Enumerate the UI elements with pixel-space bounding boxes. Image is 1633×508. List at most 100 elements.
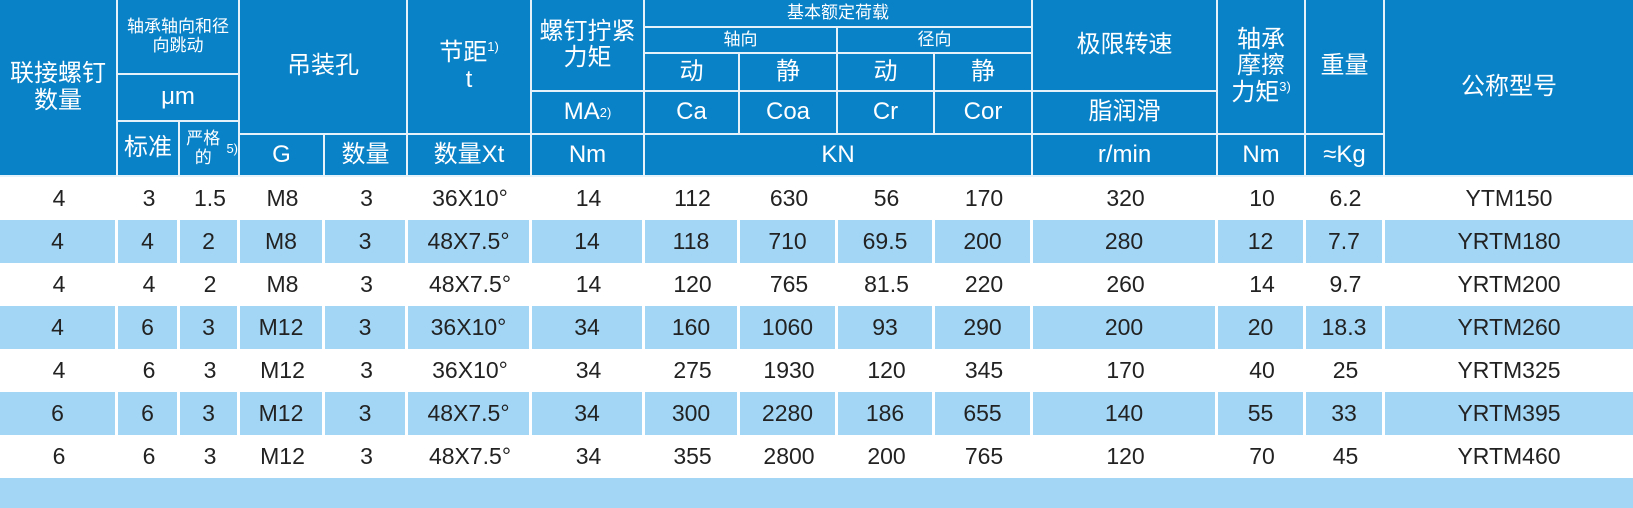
cell-ca: 120	[673, 271, 712, 297]
cell-coa: 1060	[740, 306, 838, 349]
cell-friction: 40	[1249, 357, 1275, 383]
cell-friction: 12	[1218, 220, 1306, 263]
header-qty: 数量	[325, 135, 408, 177]
header-grease: 脂润滑	[1033, 92, 1218, 135]
cell-cr: 93	[838, 306, 935, 349]
cell-model: YRTM325	[1457, 357, 1561, 383]
cell-hole-qty: 3	[360, 443, 373, 469]
friction-note: 3)	[1279, 78, 1291, 94]
cell-hole-qty: 3	[325, 220, 408, 263]
header-torque: 螺钉拧紧力矩	[532, 0, 645, 92]
cell-cor: 170	[964, 185, 1004, 211]
cell-hole-qty: 3	[325, 392, 408, 435]
cell-cor: 290	[935, 306, 1033, 349]
cell-runout-strict: 1.5	[194, 185, 226, 211]
cell-pitch: 36X10°	[432, 185, 508, 211]
header-torque-unit: Nm	[532, 135, 645, 177]
table-row: 4 4 2 M8 3 48X7.5° 14 118 710 69.5 200 280 12 7.7 YRTM…	[0, 220, 1633, 263]
cell-runout-standard: 3	[142, 185, 156, 211]
header-friction: 轴承摩擦力矩3)	[1218, 0, 1306, 135]
cell-speed: 120	[1106, 443, 1145, 469]
cell-model: YRTM200	[1457, 271, 1561, 297]
pitch-t: t	[465, 65, 473, 93]
cell-runout-strict: 3	[203, 443, 217, 469]
cell-bolt-count: 4	[0, 220, 118, 263]
cell-weight: 25	[1332, 357, 1359, 383]
header-load-unit: KN	[645, 135, 1033, 177]
cell-bolt-count: 4	[0, 306, 118, 349]
cell-bolt-count: 4	[52, 185, 66, 211]
header-weight-unit: ≈Kg	[1306, 135, 1385, 177]
cell-pitch: 48X7.5°	[428, 271, 512, 297]
cell-model: YRTM180	[1457, 228, 1561, 254]
cell-pitch: 48X7.5°	[428, 443, 512, 469]
cell-coa: 1930	[763, 357, 815, 383]
cell-runout-strict: 2	[180, 220, 240, 263]
cell-friction: 70	[1249, 443, 1275, 469]
cell-weight: 6.2	[1329, 185, 1362, 211]
cell-thread-g: M8	[266, 271, 299, 297]
pitch-note: 1)	[487, 39, 499, 55]
cell-cor: 345	[964, 357, 1004, 383]
cell-runout-standard: 6	[118, 392, 180, 435]
cell-ca: 355	[673, 443, 712, 469]
cell-ca: 160	[645, 306, 740, 349]
header-pitch-unit: 数量Xt	[408, 135, 532, 177]
cell-weight: 18.3	[1306, 306, 1385, 349]
cell-cr: 81.5	[864, 271, 909, 297]
table-row: 6 6 3 M12 3 48X7.5° 34 300 2280 186 655 140 55 33 YRTM…	[0, 392, 1633, 435]
cell-pitch: 48X7.5°	[408, 220, 532, 263]
cell-speed: 140	[1033, 392, 1218, 435]
header-runout-unit: μm	[118, 75, 240, 122]
cell-bolt-count: 6	[52, 443, 66, 469]
cell-friction: 14	[1249, 271, 1275, 297]
table-row: 4 3 1.5 M8 3 36X10° 14 112 630 56 170 320 10 6.2 YTM15…	[0, 177, 1633, 220]
cell-runout-standard: 6	[142, 443, 156, 469]
header-load-rating: 基本额定荷载	[645, 0, 1033, 28]
cell-torque: 14	[532, 220, 645, 263]
cell-pitch: 36X10°	[432, 357, 508, 383]
cell-hole-qty: 3	[325, 306, 408, 349]
cell-friction: 20	[1218, 306, 1306, 349]
cell-runout-strict: 3	[203, 357, 217, 383]
cell-torque: 14	[575, 271, 602, 297]
cell-bolt-count: 4	[52, 271, 66, 297]
cell-speed: 280	[1033, 220, 1218, 263]
cell-bolt-count: 6	[0, 392, 118, 435]
cell-friction: 55	[1218, 392, 1306, 435]
header-strict: 严格的 5)	[180, 122, 240, 177]
header-g: G	[240, 135, 325, 177]
cell-speed: 320	[1106, 185, 1145, 211]
cell-thread-g: M12	[240, 392, 325, 435]
cell-hole-qty: 3	[360, 357, 373, 383]
cell-cor: 765	[964, 443, 1004, 469]
cell-coa: 630	[769, 185, 809, 211]
cell-ca: 112	[674, 185, 711, 211]
cell-runout-strict: 3	[180, 306, 240, 349]
cell-torque: 34	[532, 306, 645, 349]
cell-runout-strict: 3	[180, 392, 240, 435]
cell-runout-standard: 6	[118, 306, 180, 349]
header-cor: Cor	[935, 92, 1033, 135]
cell-weight: 45	[1332, 443, 1359, 469]
table-body: 4 3 1.5 M8 3 36X10° 14 112 630 56 170 320 10 6.2 YTM15…	[0, 177, 1633, 508]
header-coa: Coa	[740, 92, 838, 135]
cell-speed: 260	[1106, 271, 1145, 297]
cell-runout-strict: 2	[203, 271, 217, 297]
cell-coa: 765	[769, 271, 809, 297]
cell-hole-qty: 3	[360, 185, 373, 211]
header-speed: 极限转速	[1033, 0, 1218, 92]
cell-thread-g: M12	[260, 357, 305, 383]
table-row: 4 6 3 M12 3 36X10° 34 275 1930 120 345 170 40 25 YRTM3…	[0, 349, 1633, 392]
cell-torque: 34	[575, 357, 602, 383]
header-runout: 轴承轴向和径向跳动	[118, 0, 240, 75]
header-radial-dynamic: 动	[838, 54, 935, 92]
cell-runout-standard: 4	[118, 220, 180, 263]
cell-pitch: 36X10°	[408, 306, 532, 349]
cell-cor: 200	[935, 220, 1033, 263]
cell-coa: 2280	[740, 392, 838, 435]
cell-bolt-count: 4	[52, 357, 66, 383]
header-pitch: 节距1) t	[408, 0, 532, 135]
pitch-label: 节距	[439, 39, 488, 67]
cell-model: YRTM460	[1457, 443, 1561, 469]
